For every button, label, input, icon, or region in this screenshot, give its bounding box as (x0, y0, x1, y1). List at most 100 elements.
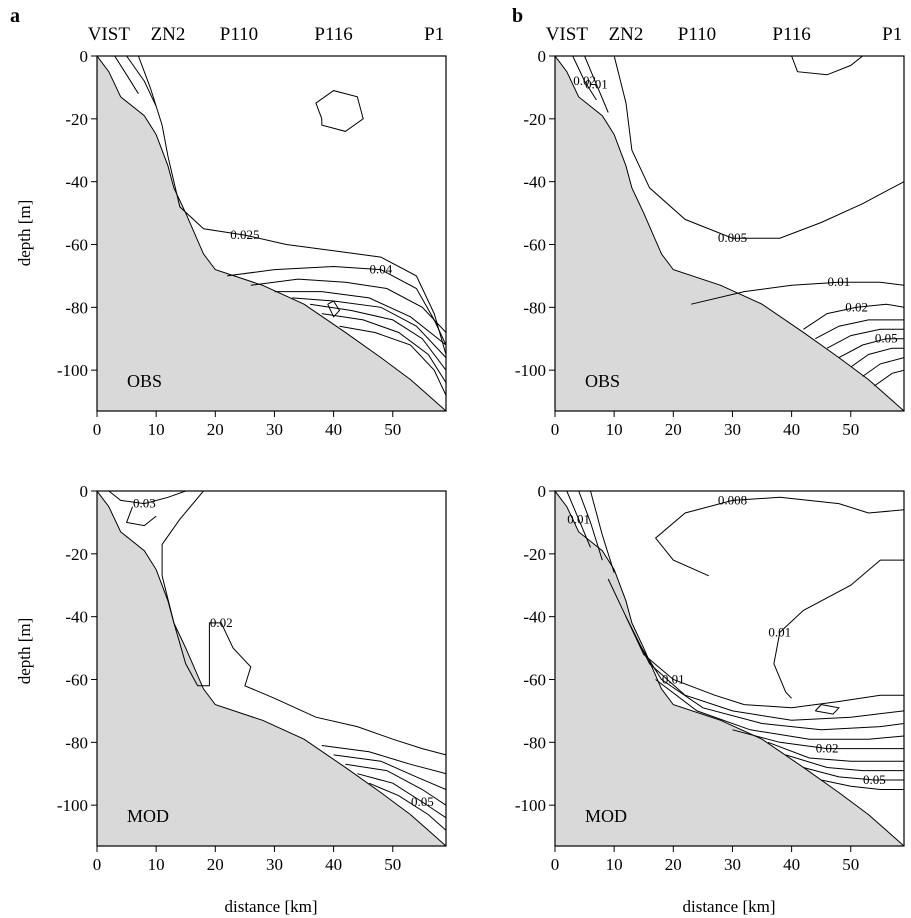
seabed-area (555, 491, 904, 846)
seabed-area (555, 56, 904, 411)
x-tick-label: 50 (842, 420, 859, 439)
contour-line-8 (838, 338, 904, 359)
contour-line-6 (292, 297, 446, 358)
contour-line-5 (345, 763, 446, 806)
contour-line-5 (803, 303, 904, 330)
inset-label-obs: OBS (127, 371, 162, 391)
contour-label: 0.05 (411, 794, 434, 809)
contour-line-7 (309, 303, 446, 371)
inset-label-mod: MOD (127, 806, 169, 826)
contour-label: 0.025 (230, 227, 259, 242)
x-tick-label: 0 (551, 420, 560, 439)
y-tick-label: 0 (80, 47, 89, 66)
contour-line-14 (821, 779, 904, 790)
contour-line-11 (315, 90, 364, 132)
plot-frame (554, 55, 905, 412)
contour-line-1 (125, 506, 157, 527)
y-tick-label: -40 (523, 173, 546, 192)
station-label-p1: P1 (882, 24, 902, 45)
contour-line-2 (161, 491, 446, 756)
contour-label: 0.01 (828, 274, 851, 289)
x-axis: 0 10 20 30 40 50 (551, 846, 859, 874)
contour-line-6 (815, 319, 904, 340)
y-tick-label: -100 (57, 796, 88, 815)
contour-label: 0.04 (370, 262, 393, 277)
station-label-vist: VIST (546, 24, 589, 45)
x-axis-title-right: distance [km] (683, 897, 776, 916)
y-tick-label: -100 (57, 361, 88, 380)
contour-line-3 (654, 496, 904, 577)
x-axis-title-left: distance [km] (225, 897, 318, 916)
x-tick-label: 20 (665, 855, 682, 874)
x-tick-label: 40 (325, 420, 342, 439)
seabed-area (97, 491, 446, 846)
contour-line-2 (590, 491, 615, 573)
contour-line-9 (339, 325, 446, 396)
y-tick-label: -100 (515, 361, 546, 380)
contour-line-1 (584, 56, 609, 113)
x-tick-label: 20 (207, 855, 224, 874)
contour-line-6 (744, 694, 904, 709)
contour-line-0 (572, 56, 597, 101)
y-tick-label: -60 (65, 670, 88, 689)
x-tick-label: 40 (783, 420, 800, 439)
seabed-area (97, 56, 446, 411)
x-tick-label: 40 (325, 855, 342, 874)
panel-b-bottom: 0.01 0.008 0.01 0.01 0.02 0.05 0 10 20 30 40 50 0 -20… (515, 482, 905, 874)
x-tick-label: 30 (724, 855, 741, 874)
contour-line-9 (655, 679, 904, 740)
y-tick-label: -80 (523, 733, 546, 752)
contour-line-8 (321, 313, 446, 383)
panel-a-top: 0.025 0.04 0 10 20 30 40 50 0 -20 -40 -60 -80 -100 VIS… (57, 24, 447, 439)
contour-label: 0.05 (863, 772, 886, 787)
contour-line-4 (250, 278, 446, 333)
y-axis-title-bottom: depth [m] (15, 618, 34, 685)
contour-line-2 (613, 56, 904, 239)
y-tick-label: -20 (523, 110, 546, 129)
y-tick-label: -80 (65, 733, 88, 752)
contour-line-11 (767, 741, 904, 762)
contour-line-9 (850, 347, 904, 368)
contour-line-0 (566, 491, 591, 548)
panel-letter-b: b (512, 5, 523, 27)
station-label-p1: P1 (424, 24, 444, 45)
station-label-zn2: ZN2 (609, 24, 644, 45)
y-tick-label: -40 (65, 608, 88, 627)
x-tick-label: 20 (207, 420, 224, 439)
contour-label: 0.01 (662, 671, 685, 686)
contour-label: 0.01 (585, 76, 608, 91)
y-tick-label: -40 (523, 608, 546, 627)
x-tick-label: 0 (93, 420, 102, 439)
y-axis: 0 -20 -40 -60 -80 -100 (515, 482, 555, 815)
station-label-vist: VIST (88, 24, 131, 45)
plot-frame (96, 55, 447, 412)
y-tick-label: -80 (65, 298, 88, 317)
contour-label: 0.02 (816, 741, 839, 756)
contour-line-3 (114, 56, 139, 94)
contour-line-2 (126, 56, 157, 107)
y-tick-label: -100 (515, 796, 546, 815)
contour-line-11 (874, 369, 904, 387)
station-label-zn2: ZN2 (151, 24, 186, 45)
y-tick-label: -80 (523, 298, 546, 317)
station-label-p116: P116 (314, 24, 352, 45)
contour-line-10 (732, 729, 904, 750)
x-tick-label: 10 (148, 420, 165, 439)
contour-label: 0.01 (567, 511, 590, 526)
contour-label: 0.02 (845, 299, 868, 314)
contour-line-3 (791, 56, 863, 76)
contour-line-5 (607, 578, 745, 706)
x-tick-label: 0 (551, 855, 560, 874)
y-tick-label: -20 (65, 110, 88, 129)
contour-label: 0.02 (573, 73, 596, 88)
plot-frame (554, 490, 905, 847)
y-tick-label: 0 (80, 482, 89, 501)
panel-letter-a: a (10, 5, 20, 27)
contour-line-4 (333, 754, 446, 790)
contour-label: 0.03 (133, 496, 156, 511)
contour-line-1 (578, 491, 603, 561)
x-axis: 0 10 20 30 40 50 (93, 411, 401, 439)
contour-label: 0.005 (718, 230, 747, 245)
